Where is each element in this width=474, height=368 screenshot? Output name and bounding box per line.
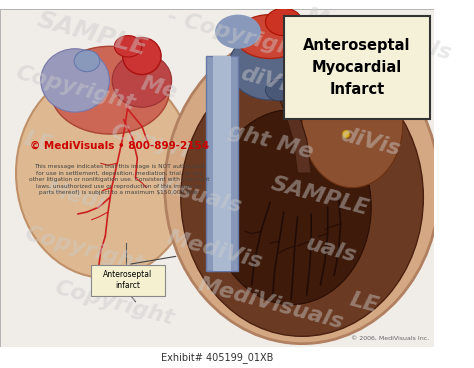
Text: Copyright: Copyright — [22, 224, 146, 275]
Ellipse shape — [181, 59, 423, 336]
Ellipse shape — [211, 110, 371, 305]
Bar — [213, 56, 231, 270]
Ellipse shape — [215, 15, 261, 49]
Text: - Copyright: - Copyright — [165, 7, 305, 62]
Text: Anteroseptal: Anteroseptal — [303, 38, 410, 53]
Text: © MediVisuals • 800-899-2154: © MediVisuals • 800-899-2154 — [30, 141, 209, 151]
Text: Anteroseptal
infarct: Anteroseptal infarct — [103, 270, 153, 290]
Text: Copyright: Copyright — [13, 63, 137, 114]
Text: Infarct: Infarct — [329, 82, 384, 97]
Text: Copyri: Copyri — [109, 122, 191, 162]
Ellipse shape — [236, 15, 304, 59]
Text: diVis: diVis — [338, 124, 403, 160]
Ellipse shape — [41, 49, 109, 112]
Text: LE: LE — [347, 290, 381, 317]
Text: uals: uals — [304, 233, 359, 266]
Ellipse shape — [123, 38, 161, 75]
Text: diVisuals: diVisuals — [238, 64, 353, 113]
Ellipse shape — [16, 68, 194, 278]
Text: MediVis: MediVis — [165, 227, 265, 272]
Text: Myocardial: Myocardial — [312, 60, 402, 75]
Text: Copyright: Copyright — [52, 278, 176, 329]
Ellipse shape — [112, 54, 172, 107]
Text: Me: Me — [139, 74, 180, 103]
Ellipse shape — [165, 32, 439, 344]
Bar — [284, 17, 429, 119]
Text: SAMPLE: SAMPLE — [269, 173, 372, 219]
Text: MediVisuals: MediVisuals — [304, 5, 454, 64]
Bar — [91, 265, 164, 296]
Ellipse shape — [114, 36, 142, 57]
Ellipse shape — [265, 8, 302, 36]
Text: © 2006, MediVisuals Inc.: © 2006, MediVisuals Inc. — [351, 336, 429, 341]
Bar — [0, 347, 434, 368]
Ellipse shape — [229, 32, 311, 100]
Ellipse shape — [300, 34, 359, 88]
Text: ght Me: ght Me — [226, 121, 315, 163]
Text: Visuals: Visuals — [152, 174, 244, 217]
Text: MediVisuals: MediVisuals — [195, 274, 346, 333]
Ellipse shape — [265, 79, 293, 101]
Ellipse shape — [302, 61, 403, 188]
Text: LE: LE — [22, 128, 55, 155]
Text: Medi: Medi — [44, 178, 107, 213]
Text: This message indicates that this image is NOT authorized
for use in settlement, : This message indicates that this image i… — [29, 164, 210, 195]
Polygon shape — [261, 56, 311, 173]
Ellipse shape — [74, 50, 100, 72]
Text: Exhibit# 405199_01XB: Exhibit# 405199_01XB — [161, 352, 273, 363]
Circle shape — [342, 130, 350, 138]
Ellipse shape — [50, 46, 169, 134]
Ellipse shape — [289, 81, 315, 100]
Bar — [206, 56, 238, 270]
Text: SAMPLE: SAMPLE — [35, 8, 151, 61]
